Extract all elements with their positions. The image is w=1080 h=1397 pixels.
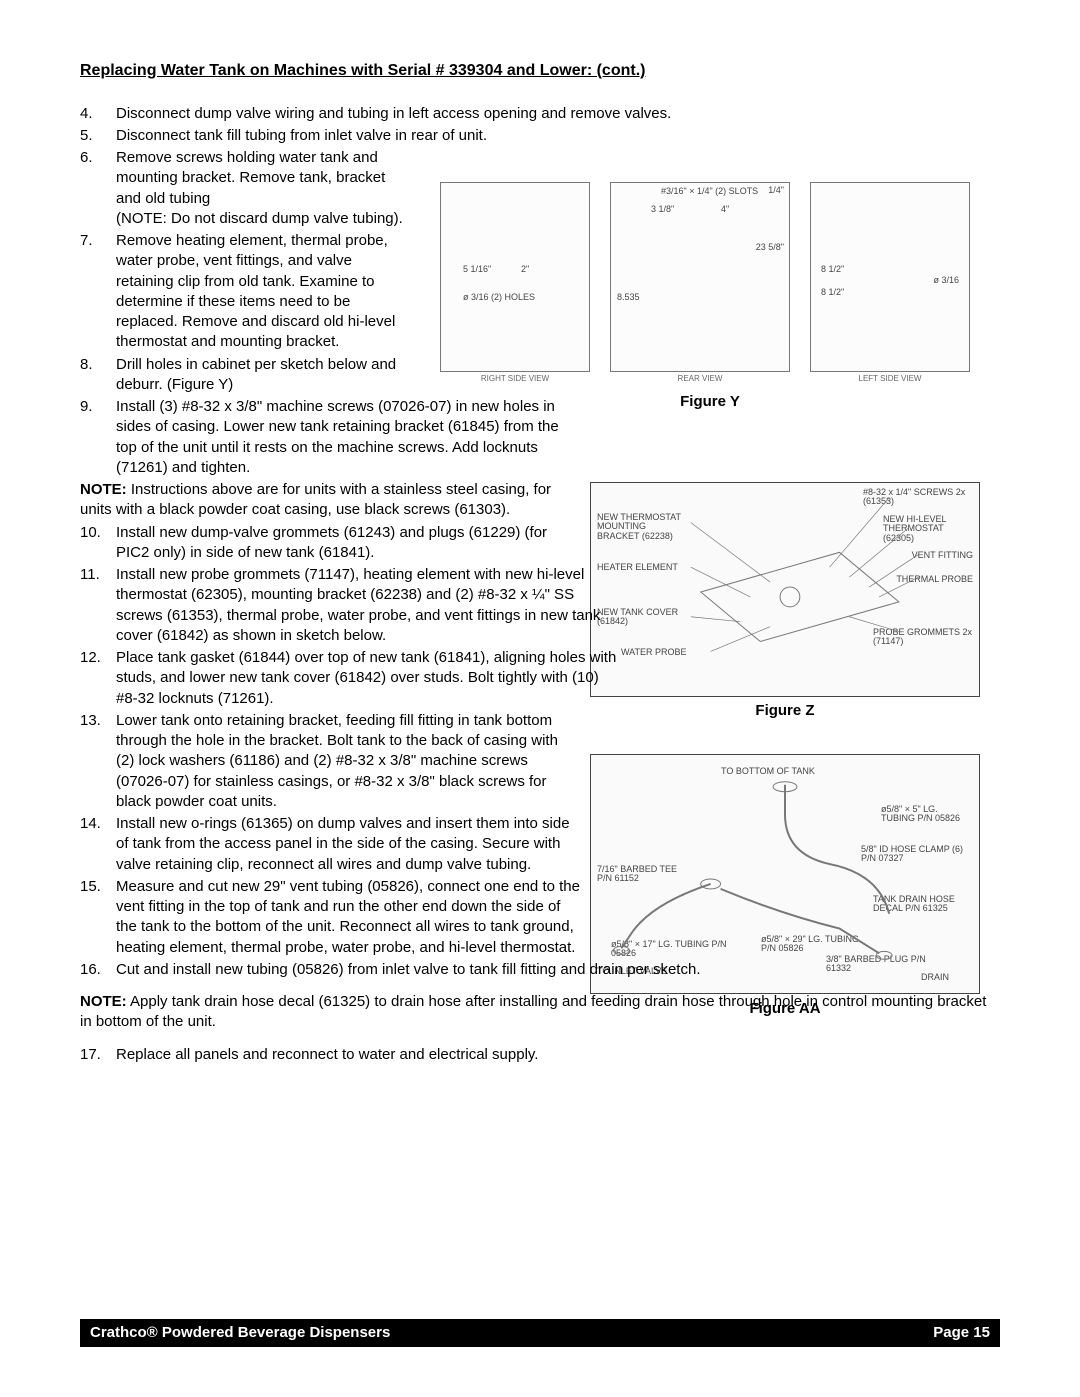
figure-y: 5 1/16" 2" ø 3/16 (2) HOLES RIGHT SIDE V… [440,182,980,402]
figure-z-caption: Figure Z [590,701,980,721]
step-16-text: Cut and install new tubing (05826) from … [116,961,700,978]
content-area: 5 1/16" 2" ø 3/16 (2) HOLES RIGHT SIDE V… [80,104,1000,1065]
step-6-text: Remove screws holding water tank and mou… [116,149,403,227]
step-17-text: Replace all panels and reconnect to wate… [116,1046,538,1063]
step-6: 6.Remove screws holding water tank and m… [80,148,410,229]
step-7-text: Remove heating element, thermal probe, w… [116,232,395,350]
figure-y-rear-label: REAR VIEW [610,374,790,385]
step-4: 4.Disconnect dump valve wiring and tubin… [80,104,1000,124]
figure-y-left-label: LEFT SIDE VIEW [810,374,970,385]
step-12-text: Place tank gasket (61844) over top of ne… [116,649,616,707]
note-1-label: NOTE: [80,481,127,498]
step-11-text: Install new probe grommets (71147), heat… [116,566,600,644]
footer: Crathco® Powdered Beverage Dispensers Pa… [80,1319,1000,1347]
figure-y-right-label: RIGHT SIDE VIEW [440,374,590,385]
step-13-text: Lower tank onto retaining bracket, feedi… [116,712,558,810]
step-15-text: Measure and cut new 29" vent tubing (058… [116,878,580,956]
step-8: 8.Drill holes in cabinet per sketch belo… [80,355,410,396]
footer-left: Crathco® Powdered Beverage Dispensers [90,1323,390,1343]
step-5: 5.Disconnect tank fill tubing from inlet… [80,126,1000,146]
footer-right: Page 15 [933,1323,990,1343]
step-11: 11.Install new probe grommets (71147), h… [80,565,620,646]
page-title: Replacing Water Tank on Machines with Se… [80,60,1000,82]
figure-aa-caption: Figure AA [590,999,980,1019]
step-14: 14.Install new o-rings (61365) on dump v… [80,814,580,875]
step-7: 7.Remove heating element, thermal probe,… [80,231,410,353]
step-13: 13.Lower tank onto retaining bracket, fe… [80,711,580,812]
step-12: 12.Place tank gasket (61844) over top of… [80,648,620,709]
step-8-text: Drill holes in cabinet per sketch below … [116,356,396,393]
step-14-text: Install new o-rings (61365) on dump valv… [116,815,570,873]
step-5-text: Disconnect tank fill tubing from inlet v… [116,127,487,144]
step-4-text: Disconnect dump valve wiring and tubing … [116,105,671,122]
figure-z: NEW THERMOSTAT MOUNTING BRACKET (62238) … [590,482,980,697]
figure-aa: TO BOTTOM OF TANK ø5/8" × 5" LG. TUBING … [590,754,980,994]
steps-list-3: 17.Replace all panels and reconnect to w… [80,1045,1000,1065]
step-9: 9.Install (3) #8-32 x 3/8" machine screw… [80,397,580,478]
figure-y-right-view: 5 1/16" 2" ø 3/16 (2) HOLES [440,182,590,372]
note-1: NOTE: Instructions above are for units w… [80,480,580,521]
step-10: 10.Install new dump-valve grommets (6124… [80,523,580,564]
note-1-text: Instructions above are for units with a … [80,481,551,518]
figure-y-rear-view: #3/16" × 1/4" (2) SLOTS 3 1/8" 4" 1/4" 2… [610,182,790,372]
step-9-text: Install (3) #8-32 x 3/8" machine screws … [116,398,559,476]
step-16: 16.Cut and install new tubing (05826) fr… [80,960,1000,980]
step-10-text: Install new dump-valve grommets (61243) … [116,524,547,561]
step-15: 15.Measure and cut new 29" vent tubing (… [80,877,580,958]
figure-y-left-view: 8 1/2" 8 1/2" ø 3/16 [810,182,970,372]
note-2-label: NOTE: [80,993,127,1010]
step-17: 17.Replace all panels and reconnect to w… [80,1045,1000,1065]
